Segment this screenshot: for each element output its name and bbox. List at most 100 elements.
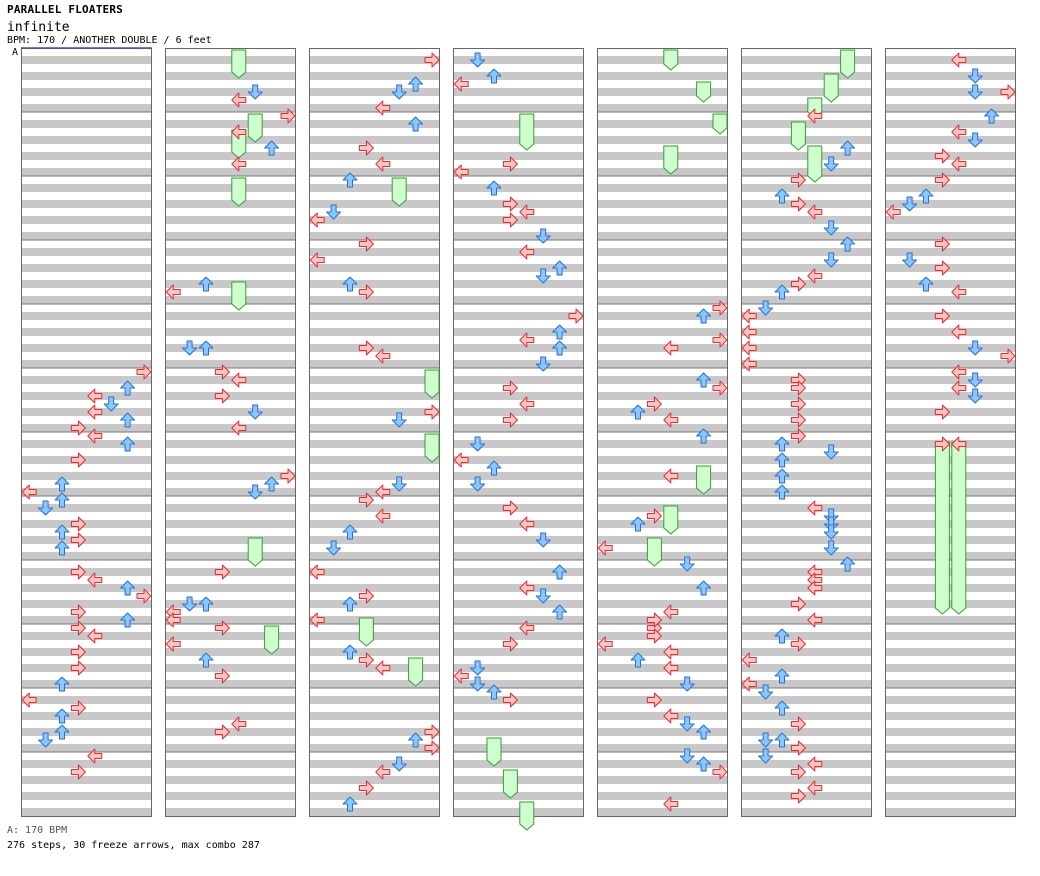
left-arrow — [741, 308, 757, 324]
right-arrow — [70, 532, 86, 548]
left-arrow — [663, 340, 679, 356]
left-arrow — [807, 500, 823, 516]
right-arrow — [790, 636, 806, 652]
left-arrow — [453, 164, 469, 180]
right-arrow — [790, 196, 806, 212]
beat-stripe — [165, 680, 296, 688]
up-arrow — [696, 756, 712, 772]
beat-stripe — [453, 552, 584, 560]
beat-stripe — [21, 72, 152, 80]
right-arrow — [502, 636, 518, 652]
beat-stripe — [21, 104, 152, 112]
beat-stripe — [21, 344, 152, 352]
freeze-arrow — [424, 433, 440, 463]
right-arrow — [790, 764, 806, 780]
beat-stripe — [165, 424, 296, 432]
left-arrow — [951, 380, 967, 396]
up-arrow — [486, 68, 502, 84]
beat-stripe — [309, 744, 440, 752]
left-arrow — [231, 92, 247, 108]
freeze-arrow — [663, 49, 679, 71]
right-arrow — [790, 596, 806, 612]
up-arrow — [696, 428, 712, 444]
up-arrow — [198, 652, 214, 668]
beat-stripe — [309, 168, 440, 176]
beat-stripe — [885, 504, 1016, 512]
beat-stripe — [21, 312, 152, 320]
beat-stripe — [309, 504, 440, 512]
beat-stripe — [885, 360, 1016, 368]
right-arrow — [934, 236, 950, 252]
beat-stripe — [165, 184, 296, 192]
right-arrow — [358, 780, 374, 796]
up-arrow — [54, 708, 70, 724]
down-arrow — [823, 252, 839, 268]
left-arrow — [885, 204, 901, 220]
beat-stripe — [165, 744, 296, 752]
beat-stripe — [741, 584, 872, 592]
chart-column — [309, 48, 440, 817]
right-arrow — [70, 452, 86, 468]
beat-stripe — [741, 680, 872, 688]
right-arrow — [790, 716, 806, 732]
left-arrow — [597, 636, 613, 652]
beat-stripe — [21, 360, 152, 368]
up-arrow — [54, 724, 70, 740]
up-arrow — [54, 524, 70, 540]
beat-stripe — [885, 408, 1016, 416]
beat-stripe — [165, 264, 296, 272]
up-arrow — [198, 276, 214, 292]
up-arrow — [918, 276, 934, 292]
freeze-arrow — [231, 177, 247, 207]
right-arrow — [646, 692, 662, 708]
beat-stripe — [21, 184, 152, 192]
beat-stripe — [741, 72, 872, 80]
beat-stripe — [21, 760, 152, 768]
down-arrow — [470, 676, 486, 692]
beat-stripe — [453, 216, 584, 224]
beat-stripe — [21, 248, 152, 256]
beat-stripe — [165, 712, 296, 720]
left-arrow — [87, 572, 103, 588]
left-arrow — [519, 204, 535, 220]
freeze-arrow — [840, 49, 856, 79]
beat-stripe — [885, 632, 1016, 640]
freeze-arrow — [408, 657, 424, 687]
down-arrow — [247, 84, 263, 100]
beat-stripe — [885, 744, 1016, 752]
down-arrow — [391, 84, 407, 100]
down-arrow — [967, 372, 983, 388]
beat-stripe — [165, 72, 296, 80]
left-arrow — [663, 468, 679, 484]
beat-stripe — [21, 632, 152, 640]
beat-stripe — [597, 312, 728, 320]
left-arrow — [231, 156, 247, 172]
left-arrow — [519, 620, 535, 636]
beat-stripe — [741, 120, 872, 128]
down-arrow — [103, 396, 119, 412]
beat-stripe — [597, 360, 728, 368]
beat-stripe — [741, 88, 872, 96]
beat-stripe — [309, 424, 440, 432]
right-arrow — [790, 740, 806, 756]
beat-stripe — [741, 424, 872, 432]
right-arrow — [790, 172, 806, 188]
beat-stripe — [597, 616, 728, 624]
chart-column — [597, 48, 728, 817]
beat-stripe — [21, 200, 152, 208]
down-arrow — [679, 748, 695, 764]
beat-stripe — [741, 184, 872, 192]
left-arrow — [807, 204, 823, 220]
beat-stripe — [741, 712, 872, 720]
beat-stripe — [309, 792, 440, 800]
beat-stripe — [21, 216, 152, 224]
right-arrow — [214, 388, 230, 404]
beat-stripe — [741, 600, 872, 608]
beat-stripe — [21, 168, 152, 176]
beat-stripe — [885, 232, 1016, 240]
freeze-arrow — [696, 465, 712, 495]
beat-stripe — [597, 744, 728, 752]
beat-stripe — [597, 584, 728, 592]
chart-stats: 276 steps, 30 freeze arrows, max combo 2… — [7, 840, 260, 851]
beat-stripe — [885, 280, 1016, 288]
